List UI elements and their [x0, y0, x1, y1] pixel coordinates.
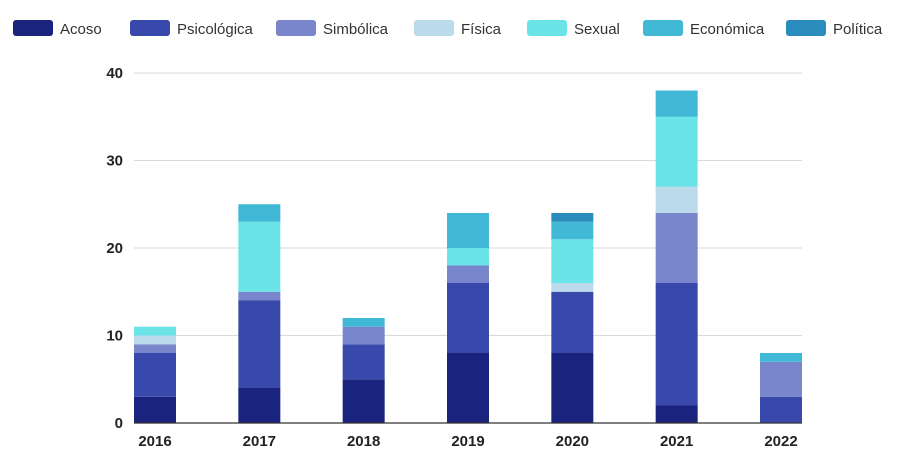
bar-segment: [447, 353, 489, 423]
bar-segment: [447, 213, 489, 248]
x-tick-label: 2020: [556, 433, 589, 450]
bar-segment: [134, 326, 176, 336]
legend-item: Sexual: [527, 20, 620, 38]
legend-label: Económica: [690, 21, 765, 38]
bar-segment: [760, 396, 802, 423]
legend-label: Sexual: [574, 21, 620, 38]
legend-item: Económica: [643, 20, 765, 38]
bar-segment: [551, 239, 594, 283]
bar-segment: [447, 248, 489, 266]
bar-segment: [655, 213, 698, 283]
bar-segment: [134, 353, 176, 397]
x-tick-label: 2016: [138, 433, 171, 450]
bar-stack-2020: [551, 213, 594, 423]
bar-segment: [551, 213, 594, 222]
bar-segment: [447, 265, 489, 283]
bar-segment: [551, 283, 594, 292]
bar-segment: [655, 90, 698, 117]
bar-stack-2019: [447, 213, 489, 423]
x-axis-ticks: 2016 2017 2018 2019 2020 2021 2022: [138, 433, 797, 450]
x-tick-label: 2019: [451, 433, 484, 450]
legend-swatch: [414, 20, 454, 36]
bar-segment: [551, 291, 594, 353]
bar-segment: [342, 379, 385, 423]
legend-swatch: [786, 20, 826, 36]
y-axis-ticks: 0 10 20 30 40: [106, 65, 123, 432]
legend-item: Psicológica: [130, 20, 254, 38]
legend-swatch: [527, 20, 567, 36]
bar-segment: [655, 283, 698, 406]
legend-swatch: [276, 20, 316, 36]
bar-segment: [655, 405, 698, 423]
legend-swatch: [13, 20, 53, 36]
bar-segment: [342, 326, 385, 345]
legend-swatch: [643, 20, 683, 36]
x-tick-label: 2017: [243, 433, 276, 450]
y-tick-label: 40: [106, 65, 123, 82]
legend-label: Física: [461, 21, 502, 38]
legend-item: Simbólica: [276, 20, 389, 38]
bar-segment: [551, 353, 594, 423]
legend-swatch: [130, 20, 170, 36]
x-tick-label: 2022: [764, 433, 797, 450]
y-tick-label: 10: [106, 328, 123, 345]
x-tick-label: 2018: [347, 433, 380, 450]
legend-item: Acoso: [13, 20, 102, 38]
bar-segment: [238, 221, 281, 292]
legend-item: Física: [414, 20, 502, 38]
x-tick-label: 2021: [660, 433, 693, 450]
bar-segment: [238, 291, 281, 301]
legend-item: Política: [786, 20, 883, 38]
legend: Acoso Psicológica Simbólica Física Sexual Eco…: [13, 20, 883, 38]
bar-segment: [342, 318, 385, 327]
y-tick-label: 0: [115, 415, 123, 432]
y-tick-label: 20: [106, 240, 123, 257]
bar-stack-2018: [342, 318, 385, 423]
bar-stack-2021: [655, 90, 698, 423]
bars: [134, 90, 802, 423]
legend-label: Política: [833, 21, 883, 38]
y-tick-label: 30: [106, 153, 123, 170]
bar-segment: [238, 388, 281, 423]
bar-segment: [655, 186, 698, 213]
bar-segment: [134, 396, 176, 423]
legend-label: Psicológica: [177, 21, 254, 38]
bar-segment: [134, 335, 176, 345]
bar-segment: [760, 353, 802, 362]
bar-segment: [238, 204, 281, 222]
bar-segment: [551, 221, 594, 240]
legend-label: Simbólica: [323, 21, 389, 38]
bar-segment: [655, 116, 698, 187]
bar-stack-2016: [134, 326, 176, 423]
bar-segment: [760, 361, 802, 397]
bar-segment: [134, 344, 176, 353]
bar-segment: [342, 344, 385, 380]
bar-segment: [447, 283, 489, 353]
legend-label: Acoso: [60, 21, 102, 38]
bar-stack-2017: [238, 204, 281, 423]
bar-stack-2022: [760, 353, 802, 423]
bar-segment: [238, 300, 281, 388]
